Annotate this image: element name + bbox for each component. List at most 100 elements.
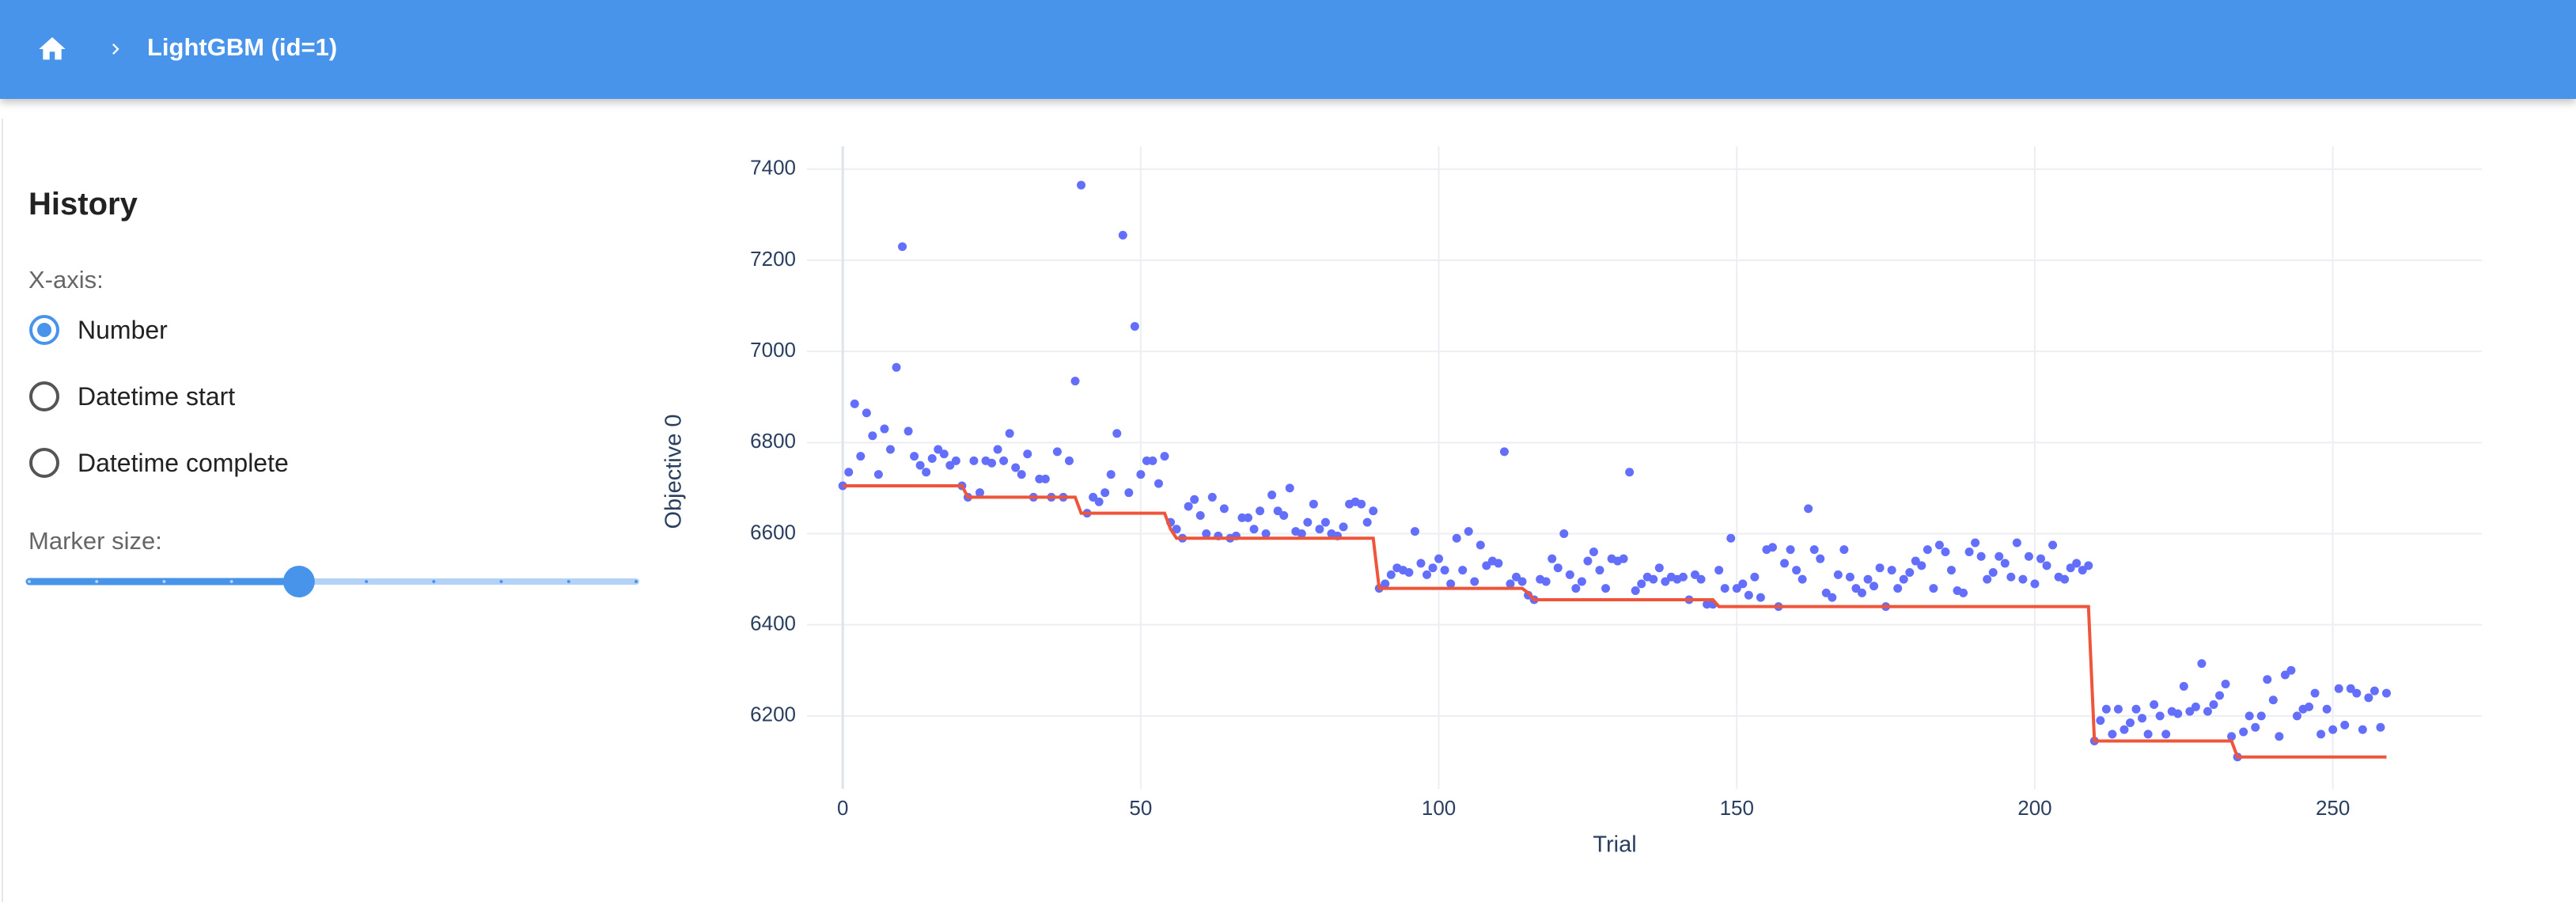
scatter-point xyxy=(1720,584,1729,593)
scatter-point xyxy=(1995,551,2004,561)
radio-button[interactable] xyxy=(27,379,62,414)
scatter-point xyxy=(1476,540,1485,550)
scatter-point xyxy=(2185,707,2195,716)
y-tick-label: 7000 xyxy=(750,338,796,362)
scatter-point xyxy=(1124,488,1134,498)
slider-thumb[interactable] xyxy=(282,566,315,597)
scatter-point xyxy=(2113,704,2123,714)
scatter-point xyxy=(1744,590,1753,600)
scatter-point xyxy=(1649,574,1658,584)
scatter-point xyxy=(2042,561,2051,570)
scatter-point xyxy=(2138,714,2147,723)
marker-size-slider[interactable] xyxy=(0,554,665,609)
scatter-point xyxy=(2239,727,2248,737)
slider-step xyxy=(635,580,638,583)
scatter-point xyxy=(1625,468,1635,477)
scatter-point xyxy=(1244,513,1253,522)
radio-label[interactable]: Datetime complete xyxy=(78,449,289,477)
scatter-point xyxy=(885,445,895,454)
scatter-point xyxy=(1428,563,1438,573)
scatter-point xyxy=(1804,504,1813,514)
scatter-point xyxy=(1005,429,1014,438)
history-card xyxy=(2,119,2576,902)
scatter-point xyxy=(1857,588,1866,597)
scatter-point xyxy=(1517,577,1527,586)
scatter-point xyxy=(1619,554,1628,563)
radio-label[interactable]: Number xyxy=(78,316,168,344)
radio-label[interactable]: Datetime start xyxy=(78,382,236,411)
scatter-point xyxy=(1959,588,1968,597)
scatter-point xyxy=(2346,684,2355,693)
slider-step xyxy=(432,580,436,583)
scatter-point xyxy=(910,452,919,461)
scatter-point xyxy=(2370,686,2379,695)
radio-button[interactable] xyxy=(27,313,62,347)
scatter-point xyxy=(2322,704,2332,714)
scatter-point xyxy=(1219,504,1229,514)
x-tick-label: 250 xyxy=(2316,796,2350,820)
scatter-point xyxy=(1905,567,1915,577)
scatter-point xyxy=(2191,702,2200,711)
y-tick-label: 6400 xyxy=(750,612,796,635)
scatter-point xyxy=(1971,538,1980,548)
scatter-point xyxy=(2066,563,2075,573)
scatter-point xyxy=(1112,429,1122,438)
scatter-point xyxy=(993,445,1002,454)
x-tick-label: 50 xyxy=(1129,796,1152,820)
scatter-point xyxy=(2000,559,2010,568)
scatter-point xyxy=(903,426,913,436)
scatter-point xyxy=(1499,447,1509,457)
scatter-point xyxy=(1976,551,1986,561)
scatter-point xyxy=(1303,517,1313,527)
scatter-point xyxy=(2197,659,2207,669)
scatter-point xyxy=(1833,570,1843,579)
breadcrumb-title[interactable]: LightGBM (id=1) xyxy=(147,33,338,61)
scatter-point xyxy=(1631,586,1640,595)
scatter-point xyxy=(2376,722,2385,732)
scatter-point xyxy=(2018,574,2028,584)
scatter-point xyxy=(2150,699,2159,709)
y-tick-label: 6600 xyxy=(750,520,796,544)
x-tick-label: 0 xyxy=(837,796,848,820)
scatter-point xyxy=(898,242,907,252)
scatter-point xyxy=(1494,559,1503,568)
scatter-point xyxy=(1863,574,1873,584)
scatter-point xyxy=(2084,561,2093,570)
radio-ring xyxy=(29,381,59,411)
scatter-point xyxy=(1267,491,1277,500)
best-value-line xyxy=(843,484,2387,759)
x-axis-label: X-axis: xyxy=(28,266,104,294)
slider-step xyxy=(365,580,369,583)
scatter-point xyxy=(1089,492,1098,502)
app-bar: LightGBM (id=1) xyxy=(0,0,2576,99)
scatter-point xyxy=(1780,559,1790,568)
scatter-point xyxy=(892,362,901,372)
scatter-point xyxy=(999,456,1009,465)
scatter-point xyxy=(1875,563,1885,573)
scatter-point xyxy=(2334,684,2343,693)
scatter-point xyxy=(1798,574,1807,584)
home-icon[interactable] xyxy=(36,33,68,65)
breadcrumb-chevron xyxy=(112,44,119,55)
scatter-point xyxy=(2215,691,2225,700)
scatter-point xyxy=(1315,525,1324,534)
scatter-point xyxy=(1434,554,1444,563)
scatter-point xyxy=(1786,545,1795,555)
scatter-point xyxy=(844,468,854,477)
scatter-point xyxy=(2108,730,2117,739)
scatter-point xyxy=(1160,452,1169,461)
scatter-point xyxy=(1553,563,1563,573)
scatter-point xyxy=(1767,543,1777,552)
scatter-point xyxy=(1547,554,1557,563)
scatter-point xyxy=(1381,579,1390,589)
scatter-point xyxy=(2209,699,2218,709)
scatter-point xyxy=(2006,572,2016,582)
scatter-point xyxy=(1851,584,1861,593)
scatter-point xyxy=(1923,545,1932,555)
radio-button[interactable] xyxy=(27,445,62,480)
scatter-point xyxy=(1929,584,1938,593)
scatter-point xyxy=(2227,732,2237,741)
scatter-point xyxy=(2251,722,2260,732)
